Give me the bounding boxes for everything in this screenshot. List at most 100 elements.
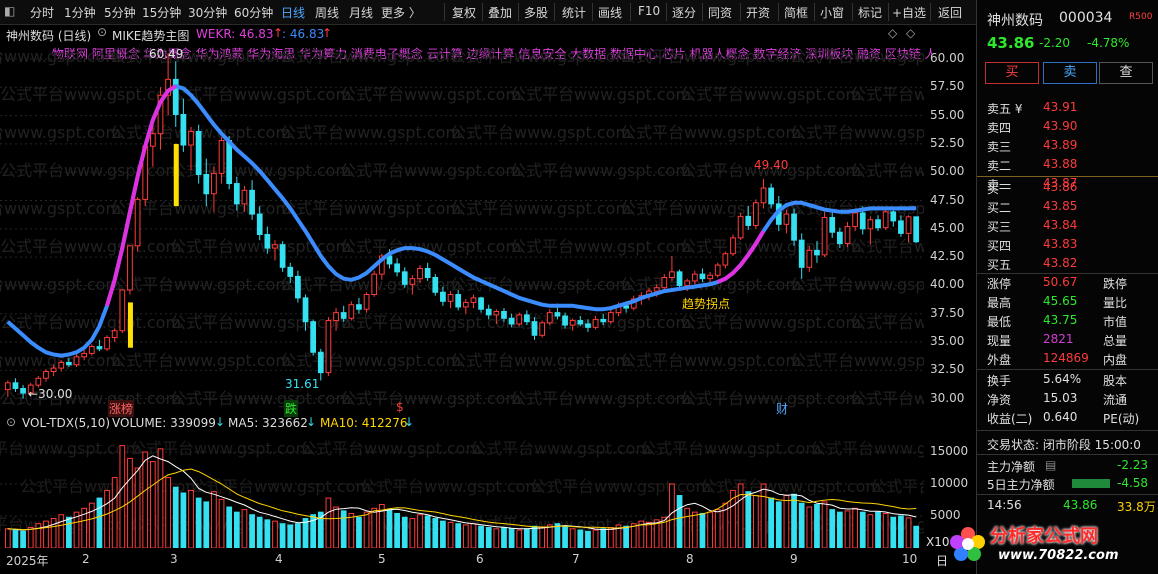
tab-60min[interactable]: 60分钟 [234, 6, 274, 20]
candle-body [867, 219, 874, 230]
candlestick-chart[interactable]: 公式平台www.gspt.com 公式平台www.gspt.com 公式平台www.… [0, 42, 924, 410]
tab-30min[interactable]: 30分钟 [188, 6, 228, 20]
indicator-name[interactable]: MIKE趋势主图 [112, 29, 190, 43]
tab-daily[interactable]: 日线 [281, 6, 306, 20]
volume-bar [241, 509, 248, 548]
tick-by-tick-button[interactable]: 逐分 [672, 6, 697, 20]
watermark-text: 公式平台www.gspt.com [20, 477, 201, 496]
tag-limit-up[interactable]: 涨榜 [108, 400, 135, 417]
volume-bar [348, 512, 355, 548]
candle-body [27, 384, 34, 394]
more-periods-menu[interactable]: 更多 〉 [381, 6, 421, 20]
volume-bar [539, 527, 546, 548]
tab-5min[interactable]: 5分钟 [104, 6, 136, 20]
volume-bar [302, 518, 309, 548]
watermark-text: 公式平台www.gspt.com [790, 123, 924, 142]
price-tick: 37.50 [930, 305, 965, 320]
statistics-button[interactable]: 统计 [562, 6, 587, 20]
watermark-text: 公式平台www.gspt.com [280, 199, 461, 218]
candle-body [760, 187, 767, 204]
tab-fenshi[interactable]: 分时 [30, 6, 55, 20]
add-watchlist-button[interactable]: +自选 [892, 6, 927, 20]
price-tick: 55.00 [930, 107, 965, 122]
stat-label: 流通 [1103, 393, 1128, 407]
last-price: 43.86 [987, 34, 1035, 52]
panel-toggle-icon[interactable]: ◧ [4, 4, 16, 18]
bid-label: 买五 [987, 258, 1012, 272]
bid-price[interactable]: 43.86 [1043, 180, 1078, 194]
chart-option-icon[interactable]: ◇ [888, 26, 898, 40]
candle-body [859, 212, 866, 230]
watermark-text: 公式平台www.gspt.com [170, 313, 351, 332]
volume-bar [577, 529, 584, 548]
buy-button[interactable]: 买 [985, 62, 1039, 84]
watermark-text: 公式平台www.gspt.com [0, 237, 181, 256]
candle-body [623, 305, 629, 309]
tag-fall[interactable]: 跌 [284, 400, 299, 417]
candle-body [111, 330, 118, 339]
volume-bar [569, 528, 576, 548]
bid-price[interactable]: 43.85 [1043, 199, 1078, 213]
candle-body [714, 264, 721, 276]
tab-1min[interactable]: 1分钟 [64, 6, 96, 20]
toolbar-divider [814, 3, 815, 21]
multi-stock-button[interactable]: 多股 [524, 6, 549, 20]
bid-price[interactable]: 43.84 [1043, 218, 1078, 232]
volume-bar [531, 525, 538, 548]
sell-button[interactable]: 卖 [1043, 62, 1097, 84]
ask-price[interactable]: 43.88 [1043, 157, 1078, 171]
candle-body [493, 310, 500, 316]
volume-indicator-name[interactable]: VOL-TDX(5,10) [22, 416, 111, 430]
toolbar-divider [554, 3, 555, 21]
volume-bar [516, 529, 523, 548]
marker-button[interactable]: 标记 [858, 6, 883, 20]
back-button[interactable]: 返回 [938, 6, 963, 20]
ask-price[interactable]: 43.89 [1043, 138, 1078, 152]
volume-bar [188, 489, 194, 548]
volume-bar [310, 514, 317, 548]
ask-price[interactable]: 43.90 [1043, 119, 1078, 133]
indicator-settings-icon[interactable]: ⊙ [97, 25, 108, 39]
tab-weekly[interactable]: 周线 [315, 6, 340, 20]
draw-line-button[interactable]: 画线 [598, 6, 623, 20]
f10-button[interactable]: F10 [638, 4, 661, 18]
overlay-button[interactable]: 叠加 [488, 6, 513, 20]
tab-monthly[interactable]: 月线 [349, 6, 374, 20]
volume-bar [691, 511, 698, 548]
candle-body [806, 249, 813, 268]
simple-frame-button[interactable]: 简框 [784, 6, 809, 20]
candle-body [20, 387, 26, 394]
volume-bar [798, 502, 805, 548]
down-arrow-icon: ↓ [404, 415, 415, 429]
query-button[interactable]: 查 [1099, 62, 1153, 84]
mini-window-button[interactable]: 小窗 [820, 6, 845, 20]
candle-body [241, 189, 248, 205]
tab-15min[interactable]: 15分钟 [142, 6, 182, 20]
ask-price[interactable]: 43.87 [1043, 176, 1078, 190]
list-icon[interactable]: ▤ [1045, 458, 1057, 472]
open-capital-button[interactable]: 开资 [746, 6, 771, 20]
restore-rights-button[interactable]: 复权 [452, 6, 477, 20]
volume-bar [493, 528, 500, 548]
same-capital-button[interactable]: 同资 [708, 6, 733, 20]
last-trade-volume: 33.8万 [1117, 500, 1156, 514]
ask-price[interactable]: 43.91 [1043, 100, 1078, 114]
chart-option-icon[interactable]: ◇ [906, 26, 916, 40]
watermark-text: 公式平台www.gspt.com [680, 237, 861, 256]
main-net-label: 主力净额 [987, 460, 1036, 474]
tag-finance[interactable]: 财 [776, 402, 789, 416]
toolbar-divider [592, 3, 593, 21]
volume-chart[interactable]: 公式平台www.gspt.com公式平台www.gspt.com公式平台www.… [0, 432, 924, 548]
tag-dollar[interactable]: $ [396, 400, 404, 414]
ma10-line [7, 468, 917, 531]
volume-bar [638, 520, 645, 548]
candle-body [394, 263, 400, 273]
bid-price[interactable]: 43.83 [1043, 237, 1078, 251]
volume-settings-icon[interactable]: ⊙ [6, 415, 17, 429]
volume-bar [707, 511, 713, 548]
volume-bar [340, 510, 347, 548]
trade-status: 交易状态: 闭市阶段 15:00:0 [987, 438, 1141, 452]
bid-price[interactable]: 43.82 [1043, 256, 1078, 270]
price-change-pct: -4.78% [1087, 36, 1130, 50]
annotation-high-first: 60.49 [149, 47, 184, 61]
